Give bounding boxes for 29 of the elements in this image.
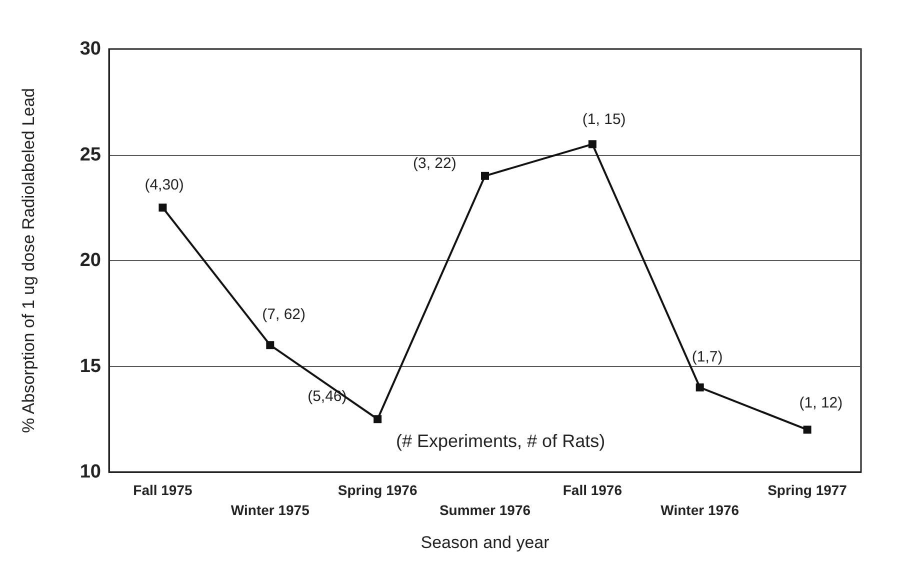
x-tick-label: Summer 1976 [439,502,531,518]
y-tick-label: 15 [80,356,102,377]
point [374,415,382,424]
x-tick-label: Fall 1975 [133,482,192,498]
y-axis-title: % Absorption of 1 ug dose Radiolabeled Lead [19,88,38,433]
annotation: (1, 15) [582,111,626,128]
annotation: (5,46) [308,388,347,406]
point [696,383,704,392]
annotation: (1, 12) [799,394,843,412]
point [588,140,596,148]
point [803,426,812,434]
annotation: (7, 62) [262,306,306,324]
point [266,341,274,350]
x-tick-label: Fall 1976 [562,482,622,498]
point [158,204,167,212]
x-tick-label: Winter 1975 [230,502,310,518]
x-tick-label: Spring 1977 [768,482,848,498]
annotation: (# Experiments, # of Rats) [396,431,606,451]
y-tick-label: 25 [80,144,102,166]
y-tick-label: 10 [80,462,101,482]
x-tick-label: Winter 1976 [660,502,740,518]
point [481,172,489,180]
y-tick-label: 20 [80,250,101,271]
x-tick-label: Spring 1976 [338,482,418,498]
x-axis-title: Season and year [420,533,550,552]
y-tick-label: 30 [80,38,101,60]
annotation: (4,30) [144,176,184,194]
annotation: (1,7) [692,348,723,366]
annotation: (3, 22) [413,154,456,172]
